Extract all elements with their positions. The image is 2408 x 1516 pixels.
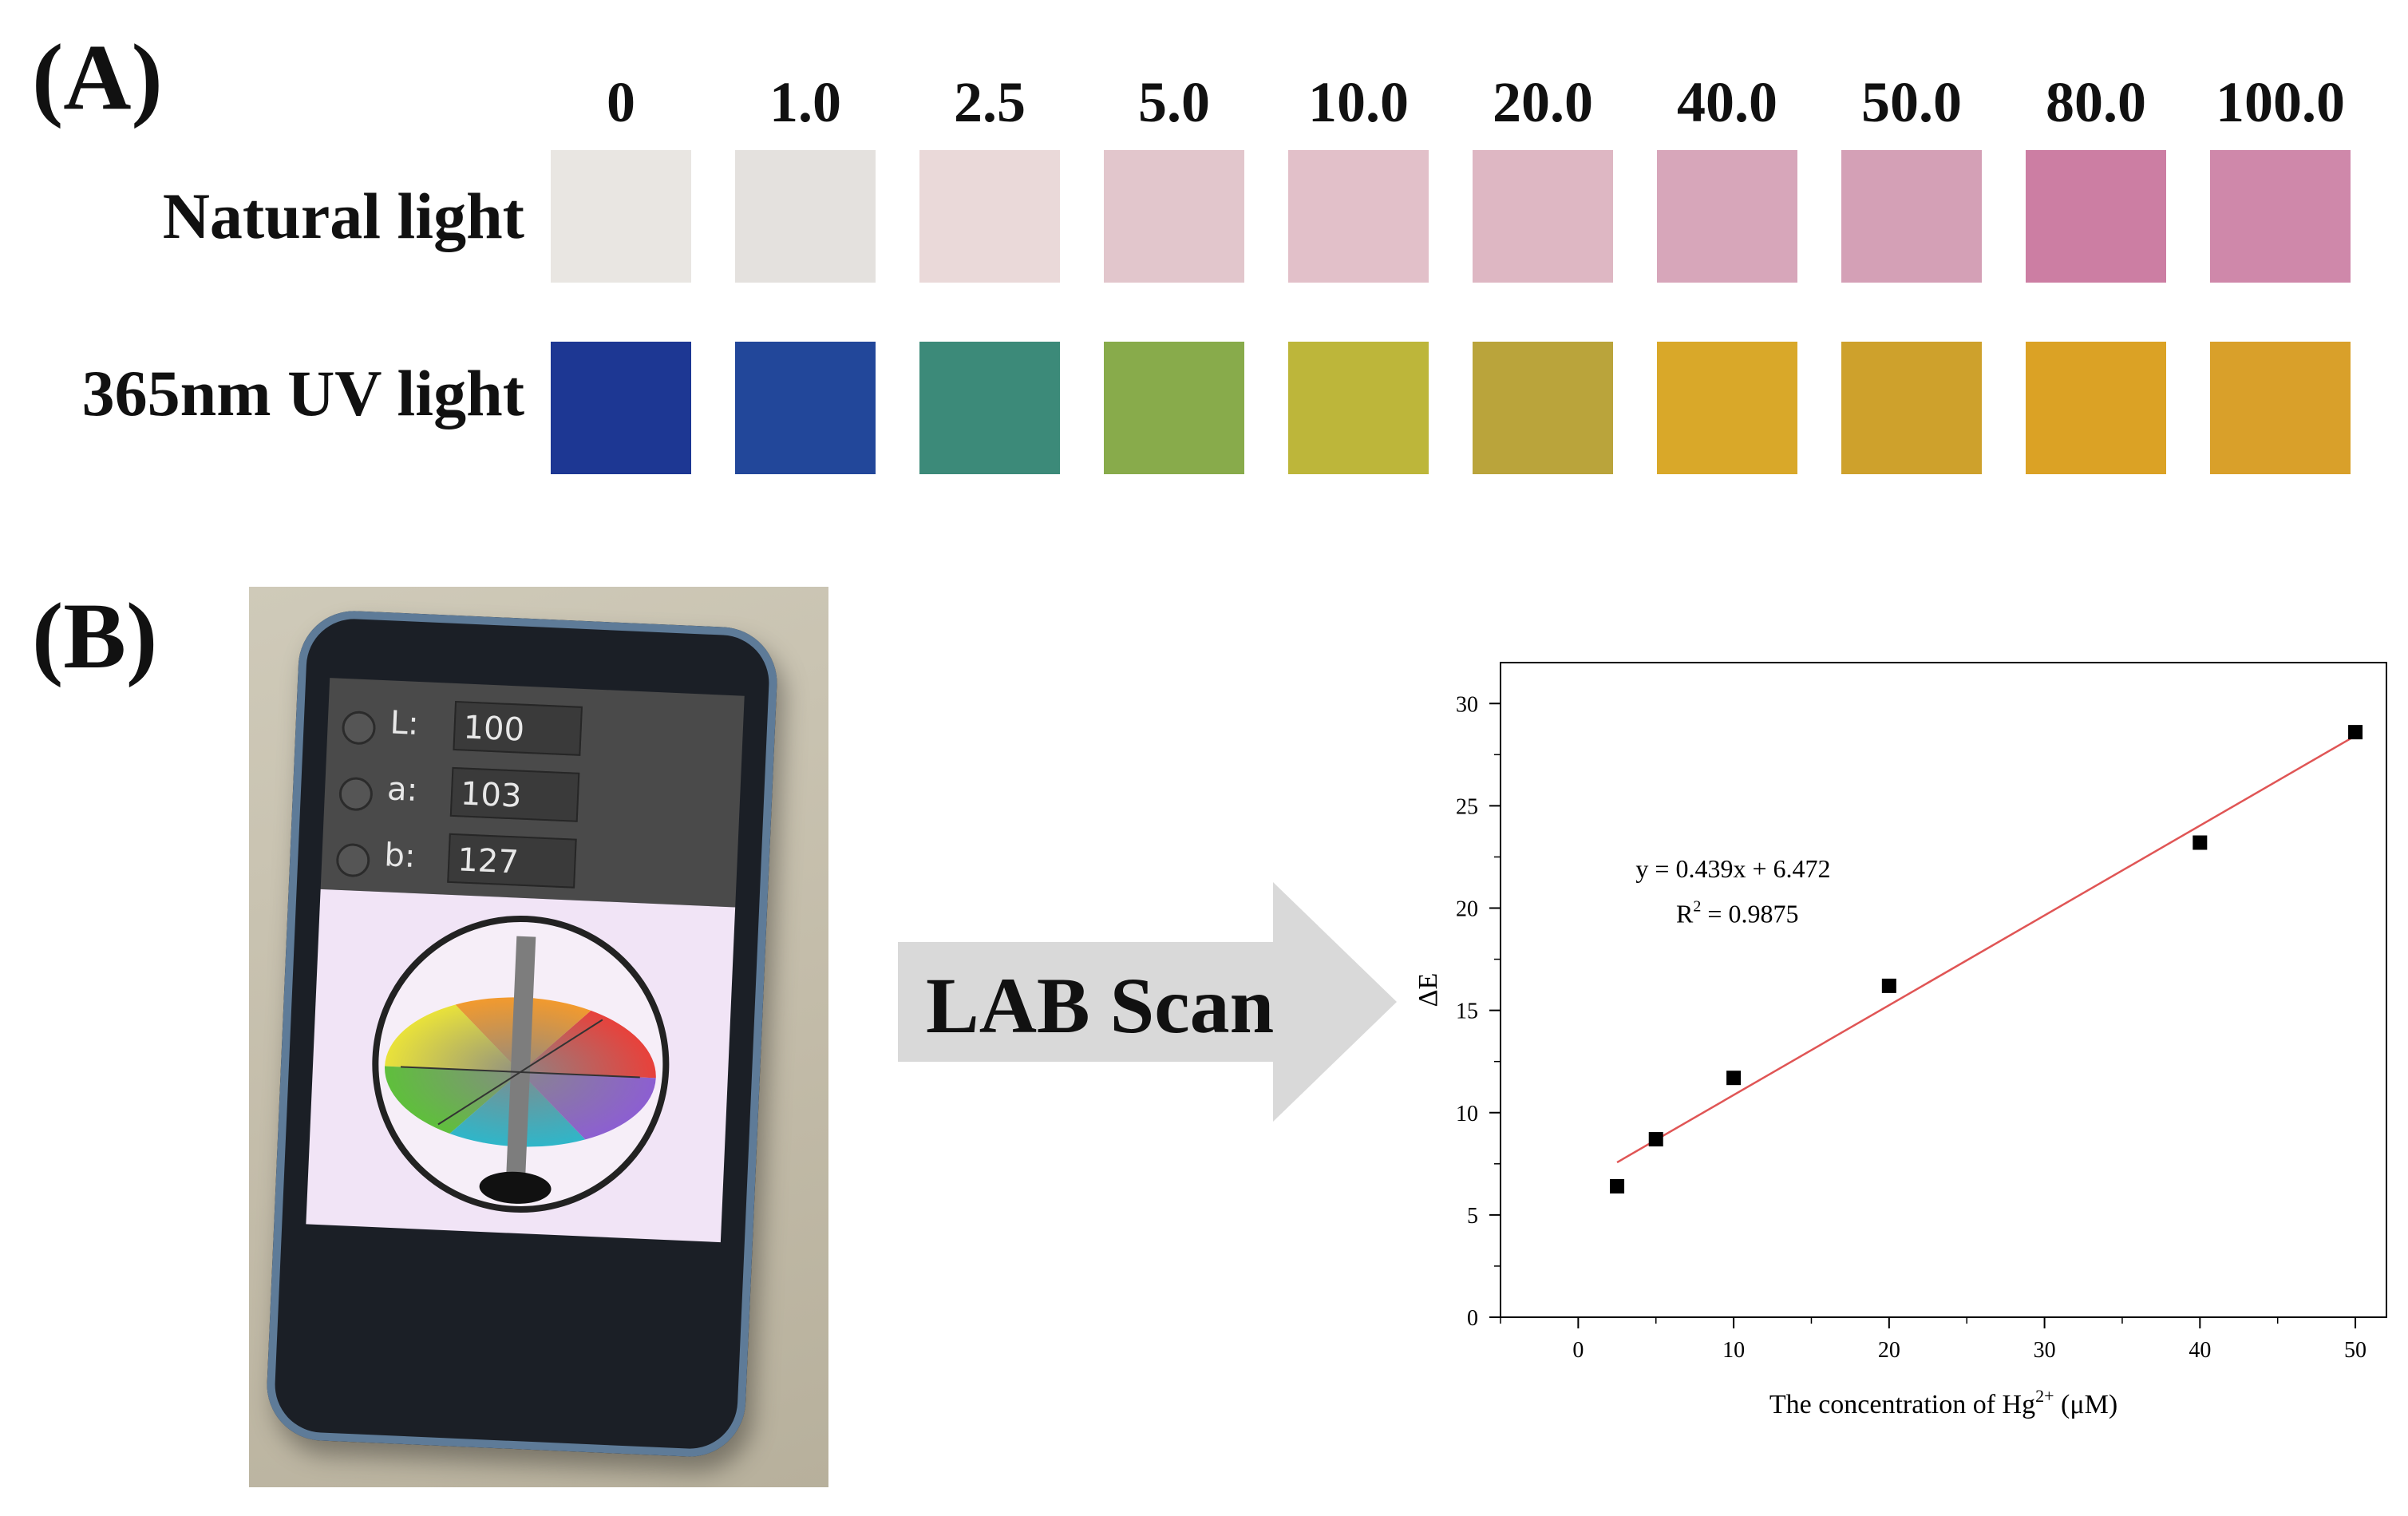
y-tick-label: 30: [1456, 692, 1478, 717]
x-tick-label: 30: [2034, 1338, 2056, 1363]
fit-equation: y = 0.439x + 6.472: [1635, 854, 1830, 883]
lab-value: 103: [449, 766, 580, 822]
delta-e-scatter-chart: 0 10 20 30 40 50 0 5 10 15 20 25 30 y = 0.439x + 6.4…: [1414, 662, 2387, 1419]
radio-icon: [341, 710, 377, 746]
uv-light-swatch: [1473, 342, 1613, 474]
chart-text: y = 0.439x + 6.472 R2 = 0.9875 The concent…: [1414, 854, 2117, 1419]
natural-light-swatch: [1841, 150, 1982, 283]
concentration-label: 1.0: [769, 70, 841, 134]
concentration-label: 0: [607, 70, 635, 134]
y-tick-label: 20: [1456, 897, 1478, 922]
concentration-label: 2.5: [954, 70, 1026, 134]
regression-line: [1616, 734, 2356, 1164]
natural-light-swatch: [735, 150, 876, 283]
panel-b-label: (B): [32, 584, 158, 688]
smartphone: L: 100 a: 103 b: 127: [264, 608, 780, 1459]
fit-line: [1616, 734, 2356, 1164]
y-tick-label: 0: [1467, 1306, 1478, 1331]
lab-key: b:: [383, 837, 417, 875]
lab-row-l: L: 100: [341, 696, 678, 766]
uv-light-swatch: [735, 342, 876, 474]
uv-light-swatch: [1841, 342, 1982, 474]
concentration-label: 20.0: [1493, 70, 1593, 134]
data-point: [1881, 978, 1896, 993]
uv-light-label: 365nm UV light: [81, 357, 524, 429]
radio-icon: [338, 776, 374, 812]
natural-light-swatch: [2026, 150, 2166, 283]
uv-light-swatch: [1104, 342, 1244, 474]
concentration-label: 80.0: [2046, 70, 2146, 134]
data-points: [1610, 725, 2363, 1193]
concentration-label: 10.0: [1308, 70, 1409, 134]
x-tick-label: 50: [2344, 1338, 2366, 1363]
natural-light-swatch: [551, 150, 691, 283]
x-axis-label: The concentration of Hg2+ (μM): [1769, 1386, 2117, 1419]
plot-border: [1500, 662, 2387, 1318]
lab-value: 100: [453, 700, 583, 756]
concentration-label: 40.0: [1677, 70, 1777, 134]
y-axis-label: ΔE: [1414, 973, 1443, 1007]
data-point: [1610, 1179, 1625, 1193]
plot-frame: [1500, 662, 2387, 1318]
uv-light-swatch: [551, 342, 691, 474]
data-point: [2193, 835, 2208, 850]
uv-light-swatch: [1288, 342, 1429, 474]
uv-light-swatch: [2210, 342, 2351, 474]
natural-light-swatch: [1104, 150, 1244, 283]
concentration-label: 50.0: [1861, 70, 1962, 134]
natural-light-swatch: [2210, 150, 2351, 283]
natural-light-swatch: [919, 150, 1060, 283]
lab-row-b: b: 127: [335, 829, 673, 899]
natural-light-swatch: [1288, 150, 1429, 283]
lab-key: L:: [389, 704, 420, 742]
y-tick-label: 5: [1467, 1204, 1478, 1229]
natural-light-swatch: [1657, 150, 1797, 283]
lab-color-sphere-icon: [372, 915, 670, 1213]
r-squared: R2 = 0.9875: [1676, 897, 1798, 928]
x-tick-label: 0: [1572, 1338, 1584, 1363]
uv-light-swatch: [919, 342, 1060, 474]
natural-light-label: Natural light: [162, 180, 524, 252]
data-point: [1726, 1071, 1742, 1086]
lab-readout-panel: L: 100 a: 103 b: 127: [320, 678, 745, 908]
axis-ticks: 0 10 20 30 40 50 0 5 10 15 20 25 30: [1456, 692, 2366, 1363]
natural-light-swatch: [1473, 150, 1613, 283]
x-tick-label: 20: [1878, 1338, 1900, 1363]
concentration-label: 5.0: [1138, 70, 1210, 134]
concentration-label: 100.0: [2216, 70, 2345, 134]
uv-light-swatch: [2026, 342, 2166, 474]
radio-icon: [335, 842, 371, 878]
uv-light-swatch: [1657, 342, 1797, 474]
data-point: [1648, 1132, 1663, 1147]
y-tick-label: 10: [1456, 1102, 1478, 1126]
x-tick-label: 40: [2189, 1338, 2211, 1363]
right-arrow-icon: [898, 882, 1397, 1122]
x-tick-label: 10: [1722, 1338, 1745, 1363]
lab-scan-label: LAB Scan: [926, 961, 1275, 1050]
y-tick-label: 15: [1456, 999, 1478, 1024]
lab-key: a:: [386, 770, 419, 809]
data-point: [2348, 725, 2363, 740]
lab-color-space-display: [306, 889, 736, 1243]
y-tick-label: 25: [1456, 794, 1478, 819]
panel-a-label: (A): [32, 25, 163, 129]
lab-row-a: a: 103: [338, 762, 676, 833]
smartphone-photo: L: 100 a: 103 b: 127: [249, 587, 828, 1487]
lab-value: 127: [447, 833, 577, 889]
